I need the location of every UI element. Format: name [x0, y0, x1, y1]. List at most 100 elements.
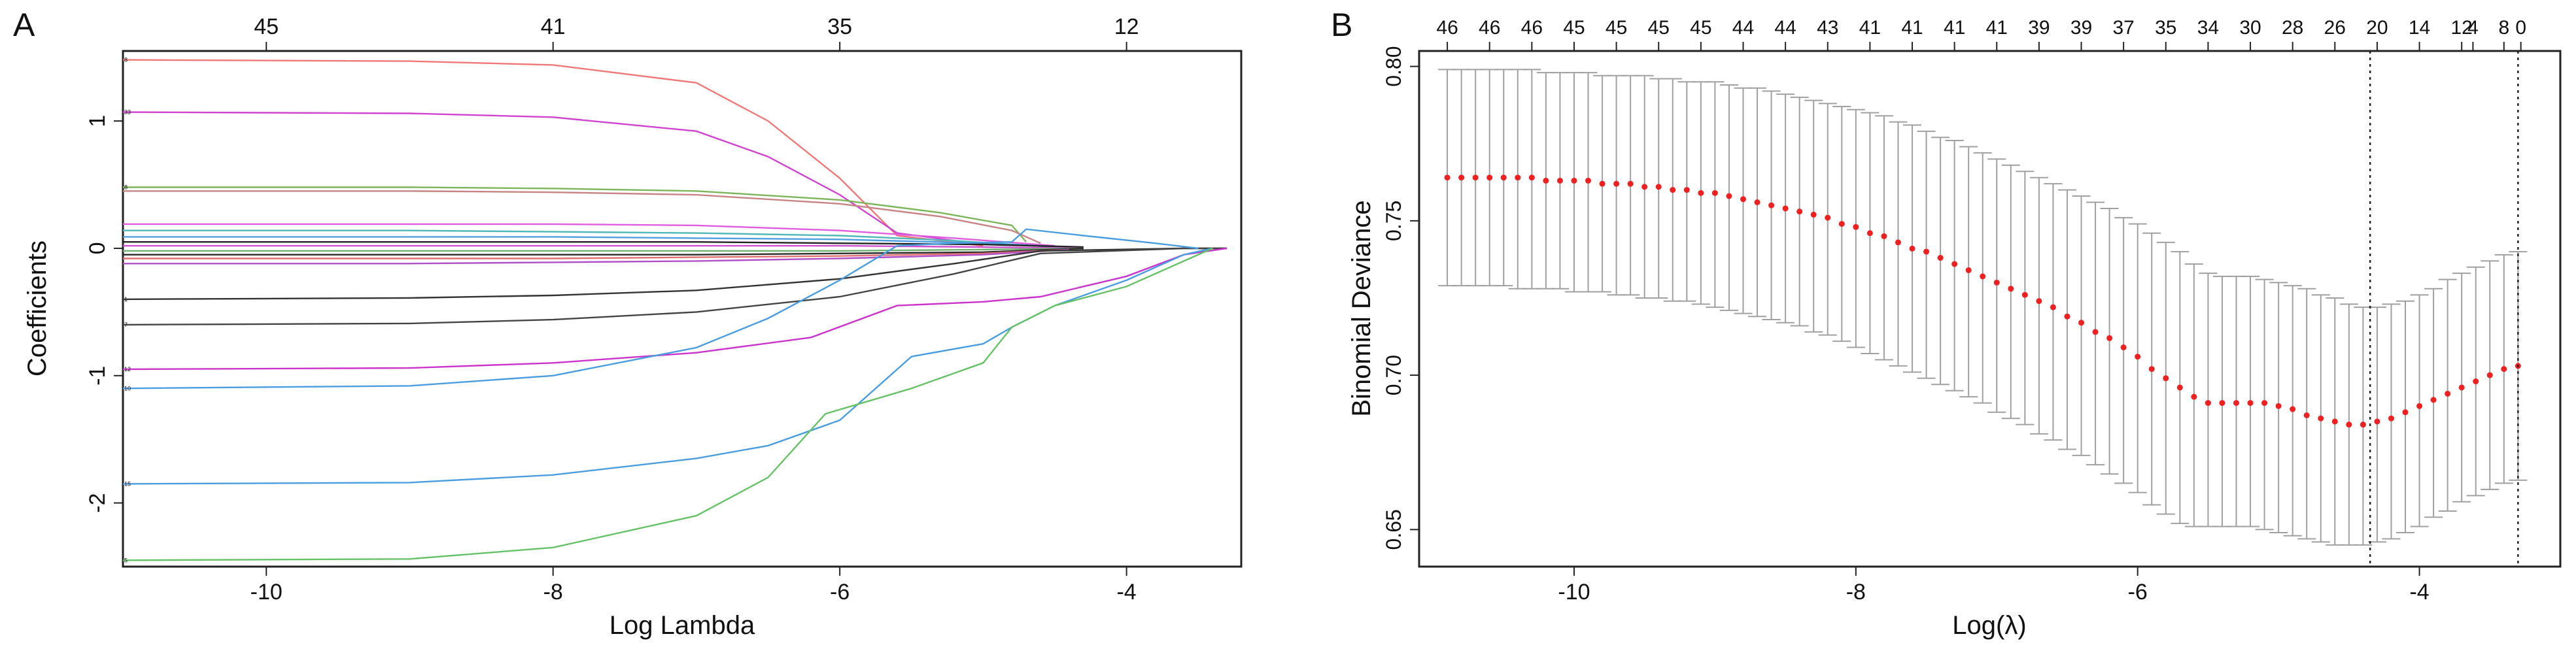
x-tick-label: -4: [2409, 580, 2429, 605]
mean-deviance-point: [2388, 415, 2394, 422]
mean-deviance-point: [2261, 400, 2268, 406]
coefficient-path-coef-13: [123, 248, 1069, 265]
mean-deviance-point: [2247, 400, 2254, 406]
mean-deviance-point: [2501, 366, 2507, 373]
top-tick-label: 35: [827, 14, 852, 39]
top-tick-label: 44: [1732, 17, 1754, 39]
top-tick-label: 39: [2028, 17, 2050, 39]
mean-deviance-point: [1613, 180, 1620, 187]
top-tick-label: 46: [1436, 17, 1458, 39]
mean-deviance-point: [2176, 384, 2183, 391]
mean-deviance-point: [2078, 320, 2085, 326]
mean-deviance-point: [1951, 261, 1958, 267]
panel-a-label: A: [13, 7, 35, 43]
mean-deviance-point: [1740, 196, 1746, 203]
y-tick-label: 0.80: [1382, 46, 1405, 86]
y-tick-label: 0.65: [1382, 509, 1405, 550]
mean-deviance-point: [1444, 174, 1451, 181]
mean-deviance-point: [2416, 403, 2423, 409]
mean-deviance-point: [2205, 400, 2211, 406]
coefficient-path-coef-1: [122, 59, 984, 247]
mean-deviance-point: [1881, 233, 1887, 239]
mean-deviance-point: [1923, 248, 1930, 255]
mean-deviance-point: [2233, 400, 2240, 406]
mean-deviance-point: [1627, 180, 1634, 187]
panel-b-y-axis-title: Binomial Deviance: [1347, 200, 1376, 416]
top-tick-label: 39: [2070, 17, 2092, 39]
x-tick-label: -6: [2128, 580, 2148, 605]
mean-deviance-point: [2064, 313, 2070, 320]
mean-deviance-point: [2275, 403, 2282, 409]
x-tick-label: -10: [1558, 580, 1590, 605]
mean-deviance-point: [1500, 174, 1507, 181]
top-tick-label: 41: [1859, 17, 1881, 39]
mean-deviance-point: [2303, 412, 2310, 418]
mean-deviance-point: [1909, 245, 1915, 252]
mean-deviance-point: [1937, 255, 1944, 261]
mean-deviance-point: [2191, 393, 2197, 400]
y-tick-label: 0.70: [1382, 355, 1405, 395]
mean-deviance-point: [1670, 187, 1676, 193]
mean-deviance-point: [2318, 415, 2324, 422]
panel-b-x-axis: -10 -8 -6 -4: [1558, 567, 2430, 605]
panel-b-x-axis-title: Log(λ): [1952, 611, 2026, 640]
top-tick-label: 14: [2409, 17, 2430, 39]
top-tick-label: 4: [2467, 17, 2479, 39]
top-tick-label: 46: [1479, 17, 1500, 39]
top-tick-label: 28: [2282, 17, 2303, 39]
mean-deviance-point: [1993, 279, 2000, 286]
panel-a-top-axis: 45 41 35 12: [254, 14, 1139, 51]
mean-deviance-point: [1556, 177, 1563, 184]
mean-deviance-point: [1853, 224, 1859, 230]
mean-deviance-point: [2331, 418, 2338, 425]
mean-deviance-point: [2430, 397, 2437, 403]
coefficient-path-coef-10: [123, 247, 1084, 252]
mean-deviance-point: [1965, 267, 1972, 273]
variable-label-coef-18: 15: [124, 480, 131, 487]
mean-deviance-point: [2008, 286, 2014, 292]
top-tick-label: 45: [254, 14, 279, 39]
variable-label-coef-1: 8: [124, 57, 128, 63]
coefficient-path-coef-2: [122, 111, 984, 246]
mean-deviance-point: [1515, 174, 1521, 181]
mean-deviance-point: [2092, 329, 2099, 335]
mean-deviance-point: [2458, 384, 2465, 391]
x-tick-label: -6: [830, 580, 850, 605]
mean-deviance-point: [1655, 184, 1662, 190]
top-tick-label: 8: [2498, 17, 2509, 39]
panel-b-lambda-reference-lines: [2369, 51, 2519, 567]
mean-deviance-point: [1711, 190, 1718, 196]
panel-b-error-bars: [1438, 69, 2528, 546]
y-tick-label: 0.75: [1382, 201, 1405, 241]
mean-deviance-point: [2036, 298, 2042, 305]
x-tick-label: -10: [250, 580, 283, 605]
top-tick-label: 35: [2155, 17, 2176, 39]
mean-deviance-point: [1571, 177, 1577, 184]
mean-deviance-point: [2402, 409, 2409, 416]
panel-b-label: B: [1331, 7, 1352, 43]
coefficient-path-coef-14: [122, 247, 1228, 301]
mean-deviance-point: [1599, 180, 1606, 187]
mean-deviance-point: [1641, 184, 1648, 190]
coefficient-path-coef-19: [122, 247, 1213, 561]
coefficient-path-coef-12: [123, 248, 1069, 259]
top-tick-label: 20: [2366, 17, 2388, 39]
mean-deviance-point: [1486, 174, 1493, 181]
panel-b-top-axis: 46 46 46 45 45 45 45 44 44 43 41 41 41 41 39 39 37 35 34 30…: [1436, 17, 2526, 51]
coefficient-path-coef-4: [123, 190, 1041, 244]
x-tick-label: -8: [543, 580, 563, 605]
panel-a-x-axis: -10 -8 -6 -4: [250, 567, 1137, 605]
mean-deviance-point: [1980, 273, 1986, 280]
mean-deviance-point: [2445, 390, 2451, 397]
top-tick-label: 41: [541, 14, 566, 39]
variable-label-coef-15: 7: [124, 322, 128, 328]
mean-deviance-point: [2290, 406, 2296, 412]
mean-deviance-point: [1683, 187, 1690, 193]
top-tick-label: 44: [1774, 17, 1796, 39]
top-tick-label: 45: [1563, 17, 1585, 39]
top-tick-label: 30: [2239, 17, 2261, 39]
panel-a-y-axis: -2 -1 0 1: [85, 115, 123, 513]
mean-deviance-point: [1895, 239, 1901, 246]
